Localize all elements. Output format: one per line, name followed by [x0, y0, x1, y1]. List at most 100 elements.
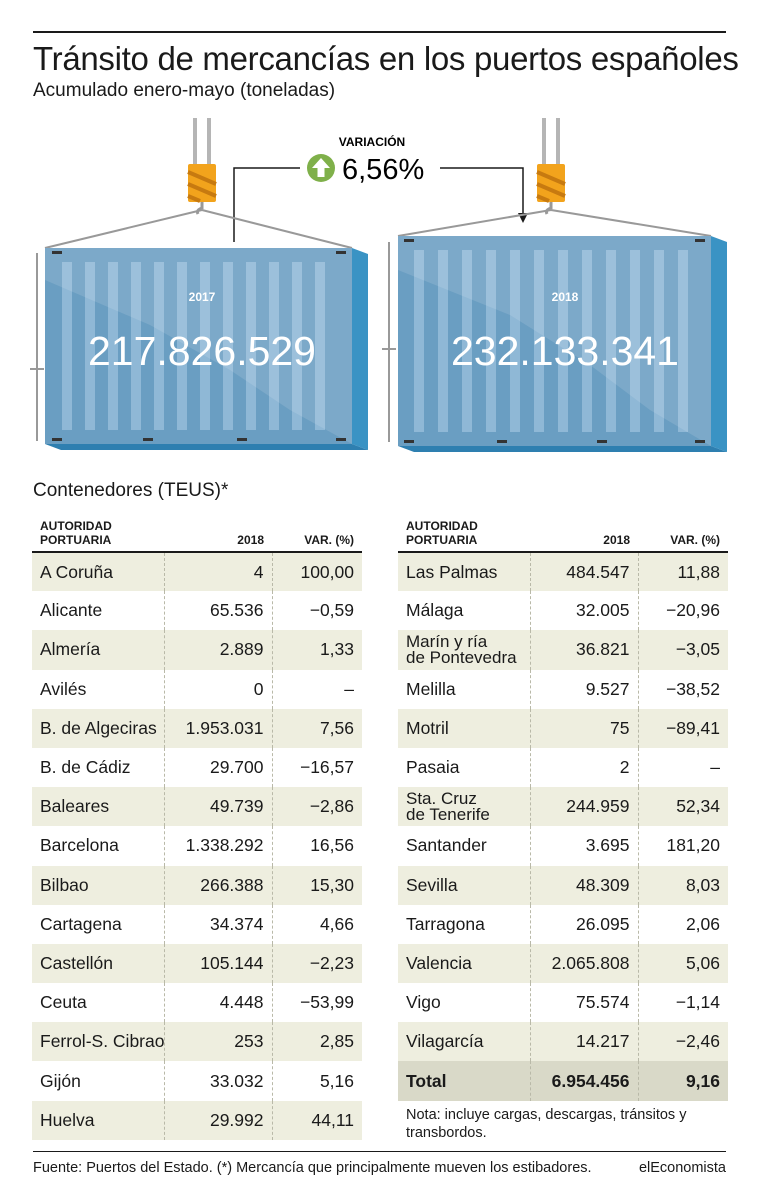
source-text: Fuente: Puertos del Estado. (*) Mercancí…	[33, 1160, 592, 1176]
variation-cell: −2,46	[637, 1022, 728, 1062]
variation-cell: –	[637, 747, 728, 788]
variation-cell: −2,86	[271, 787, 362, 827]
teus-2018-cell: 48.309	[529, 865, 638, 905]
teus-2018-cell: 484.547	[529, 552, 638, 592]
teus-2018-cell: 29.992	[163, 1100, 272, 1140]
connector-right	[440, 167, 524, 213]
table-row: Ceuta 4.448 −53,99	[32, 983, 362, 1023]
variation-cell: 15,30	[271, 865, 362, 905]
teus-2018-cell: 266.388	[163, 865, 272, 905]
variation-cell: 2,85	[271, 1022, 362, 1062]
port-name-cell: Almería	[32, 630, 164, 670]
teus-2018-cell: 244.959	[529, 787, 638, 827]
port-name-cell: Marín y ría de Pontevedra	[398, 630, 530, 670]
teus-2018-cell: 34.374	[163, 904, 272, 944]
table-row: Málaga 32.005 −20,96	[398, 591, 728, 631]
variation-cell: 8,03	[637, 865, 728, 905]
top-rule	[33, 31, 726, 33]
teus-2018-cell: 1.338.292	[163, 826, 272, 866]
port-name-cell: Ferrol-S. Cibrao	[32, 1022, 164, 1062]
up-arrow-icon	[307, 154, 335, 182]
table-note: Nota: incluye cargas, descargas, tránsit…	[406, 1107, 687, 1141]
variation-cell: −20,96	[637, 591, 728, 631]
variation-cell: −1,14	[637, 983, 728, 1023]
variation-cell: 2,06	[637, 904, 728, 944]
table-row: Pasaia 2–	[398, 747, 728, 788]
table-row: Valencia 2.065.808 5,06	[398, 943, 728, 984]
teus-2018-cell: 105.144	[163, 943, 272, 984]
port-name-line: Sta. Cruz	[406, 788, 477, 808]
container-2018: 2018 232.133.341	[382, 118, 727, 452]
variation-cell: 44,11	[271, 1100, 362, 1140]
port-name-cell: Vigo	[406, 992, 441, 1013]
table-row: Alicante 65.536 −0,59	[32, 591, 362, 631]
variation-cell: −3,05	[637, 630, 728, 670]
total-label-cell: Total	[398, 1061, 530, 1101]
port-name-cell: A Coruña	[32, 552, 164, 592]
port-name-cell: Tarragona	[406, 913, 485, 934]
total-variation-cell: 9,16	[637, 1061, 728, 1101]
table-row: B. de Algeciras 1.953.031 7,56	[32, 708, 362, 748]
port-name-cell: Las Palmas	[398, 552, 530, 592]
container-2017-year: 2017	[189, 290, 216, 304]
port-name-cell: Baleares	[32, 787, 164, 827]
variation-cell: −89,41	[637, 708, 728, 748]
port-name-cell: Sta. Cruz de Tenerife	[398, 787, 530, 827]
container-2018-value: 232.133.341	[451, 328, 679, 374]
teus-2018-cell: 26.095	[529, 904, 638, 944]
table-row: Las Palmas 484.547 11,88	[398, 552, 728, 592]
table-row: A Coruña 4 100,00	[32, 552, 362, 592]
table-row: Baleares 49.739 −2,86	[32, 787, 362, 827]
teus-2018-cell: 14.217	[529, 1022, 638, 1062]
port-name-cell: Avilés	[40, 678, 87, 699]
container-2018-year: 2018	[552, 290, 579, 304]
table-row: Huelva 29.992 44,11	[32, 1100, 362, 1140]
port-name-cell: Motril	[398, 708, 530, 748]
port-name-cell: Alicante	[40, 600, 103, 621]
variation-cell: −0,59	[271, 591, 362, 631]
variation-cell: 7,56	[271, 708, 362, 748]
port-name-cell: Ceuta	[40, 992, 87, 1013]
port-name-line: Marín y ría	[406, 631, 488, 651]
table-row: Gijón 33.032 5,16	[32, 1061, 362, 1101]
port-name-cell: Valencia	[398, 943, 530, 984]
table-row: Vigo 75.574 −1,14	[398, 983, 728, 1023]
container-2017-value: 217.826.529	[88, 328, 316, 374]
chart-title: Tránsito de mercancías en los puertos es…	[33, 40, 739, 77]
port-name-line: de Pontevedra	[406, 647, 517, 667]
port-name-cell: Cartagena	[40, 913, 122, 934]
variation-cell: 52,34	[637, 787, 728, 827]
table-header-row: AUTORIDAD PORTUARIA 2018 VAR. (%)	[398, 516, 728, 553]
variation-cell: −16,57	[271, 747, 362, 788]
variation-value: 6,56%	[342, 154, 424, 186]
variation-cell: 11,88	[637, 552, 728, 592]
table-row: Santander 3.695 181,20	[398, 826, 728, 866]
variation-cell: 16,56	[271, 826, 362, 866]
port-name-line: de Tenerife	[406, 804, 490, 824]
teus-2018-cell: 32.005	[529, 591, 638, 631]
teus-2018-cell: 75.574	[529, 983, 638, 1023]
port-name-cell: Bilbao	[32, 865, 164, 905]
port-name-cell: Pasaia	[406, 757, 460, 778]
crane-hook-icon	[536, 164, 566, 215]
column-header-var: VAR. (%)	[272, 516, 362, 553]
ports-table-right: AUTORIDAD PORTUARIA 2018 VAR. (%) Las Pa…	[398, 516, 728, 1101]
column-header-2018: 2018	[530, 516, 638, 553]
containers-illustration: VARIACIÓN 6,56%	[30, 118, 727, 452]
teus-2018-cell: 65.536	[163, 591, 272, 631]
table-row: Barcelona 1.338.292 16,56	[32, 826, 362, 866]
variation-cell: 5,16	[271, 1061, 362, 1101]
port-name-cell: Huelva	[32, 1100, 164, 1140]
variation-cell: −2,23	[271, 943, 362, 984]
column-header-port: AUTORIDAD PORTUARIA	[32, 516, 164, 553]
teus-2018-cell: 49.739	[163, 787, 272, 827]
variation-cell: −53,99	[271, 983, 362, 1023]
teus-2018-cell: 1.953.031	[163, 708, 272, 748]
total-row: Total 6.954.456 9,16	[398, 1061, 728, 1101]
port-name-cell: Gijón	[40, 1070, 81, 1091]
variation-cell: 1,33	[271, 630, 362, 670]
total-teus-cell: 6.954.456	[529, 1061, 638, 1101]
column-header-2018: 2018	[164, 516, 272, 553]
bottom-rule	[33, 1151, 726, 1152]
port-name-cell: Barcelona	[40, 835, 119, 856]
